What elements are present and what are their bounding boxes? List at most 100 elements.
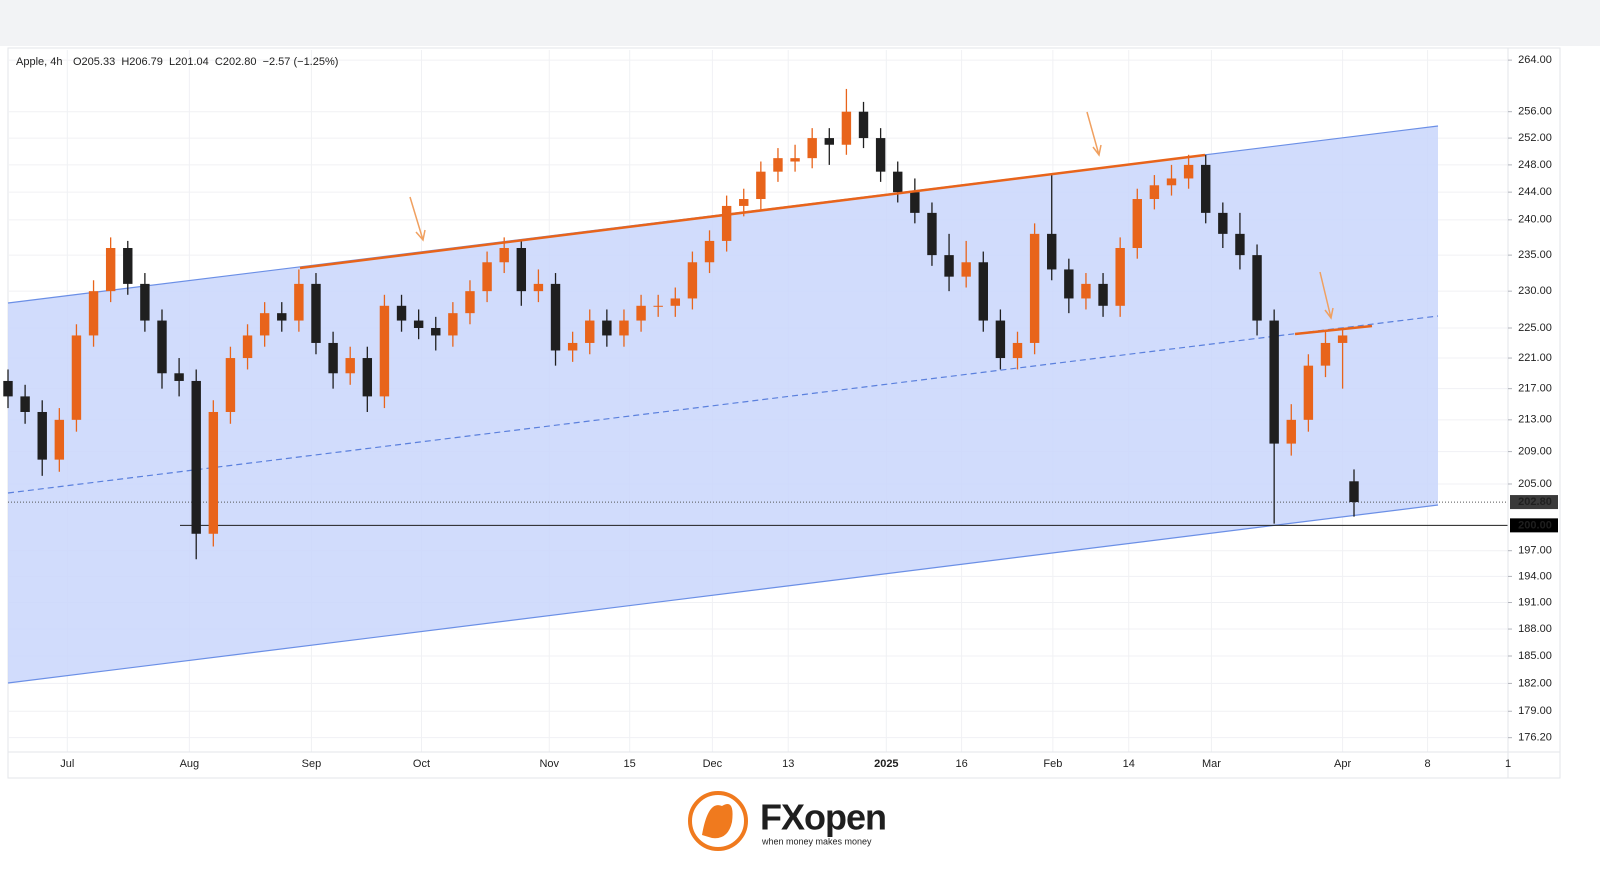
y-tick-label: 185.00 (1518, 650, 1552, 662)
x-tick-label: 15 (624, 758, 636, 770)
y-tick-label: 256.00 (1518, 106, 1552, 118)
x-tick-label: 13 (782, 758, 794, 770)
axes: 176.20 179.00 182.00 185.00 188.00 191.00 194.… (60, 54, 1558, 770)
x-tick-label: Aug (180, 758, 200, 770)
candle-body (550, 283, 561, 351)
candle-body (1286, 419, 1296, 444)
candle-body (1149, 185, 1160, 200)
arrows (409, 111, 1334, 320)
x-tick-label: Feb (1043, 758, 1062, 770)
y-tick-label: 244.00 (1518, 186, 1552, 198)
y-tick-label: 217.00 (1518, 383, 1552, 395)
x-tick-label: Oct (413, 758, 430, 770)
candle-body (1047, 233, 1057, 270)
candle-body (910, 192, 920, 213)
y-tick-label: 252.00 (1518, 132, 1552, 144)
y-tick-label: 213.00 (1518, 414, 1552, 426)
candle-body (1183, 164, 1194, 179)
candle-body (1235, 233, 1245, 256)
candle-body (1012, 342, 1023, 359)
chart-title: Apple, 4h (16, 56, 62, 68)
candle-body (995, 320, 1006, 359)
top-band (0, 0, 1600, 46)
candle-body (585, 320, 595, 343)
candle-body (1081, 283, 1091, 299)
candle-body (927, 212, 937, 256)
channel-lower (7, 504, 1439, 684)
candle-body (140, 283, 150, 321)
candle-body (653, 305, 663, 307)
x-tick-label: Dec (703, 758, 723, 770)
candle-body (790, 158, 800, 162)
candle-body (807, 138, 817, 159)
candle-body (431, 327, 441, 336)
price-label: 200.00 (1518, 519, 1552, 531)
candle-body (670, 298, 681, 306)
resistance-line (1294, 324, 1373, 336)
candle-body (88, 291, 99, 336)
candle-body (499, 248, 509, 263)
y-tick-label: 194.00 (1518, 570, 1552, 582)
candle-body (208, 411, 219, 534)
candle-body (858, 111, 869, 139)
candle-body (841, 111, 852, 145)
x-tick-label: Nov (539, 758, 559, 770)
price-label-box (1510, 495, 1558, 510)
candle-body (1269, 320, 1279, 444)
candle-body (1218, 212, 1228, 234)
candle-body (123, 248, 133, 284)
price-label-box (1510, 518, 1558, 533)
y-tick-label: 188.00 (1518, 623, 1552, 635)
y-tick-label: 264.00 (1518, 54, 1552, 66)
candle-body (1252, 255, 1262, 321)
candle-body (1064, 269, 1074, 299)
y-tick-label: 248.00 (1518, 159, 1552, 171)
arrow (409, 196, 426, 242)
candle-body (396, 305, 407, 321)
candle-body (328, 342, 338, 374)
candle-body (875, 138, 886, 172)
x-tick-label: 1 (1505, 758, 1511, 770)
candle-body (311, 283, 321, 343)
y-tick-label: 240.00 (1518, 214, 1552, 226)
arrow (1086, 111, 1102, 157)
candle-body (944, 255, 954, 277)
ohlc-readout: O205.33 H206.79 L201.04 C202.80 −2.57 (−… (73, 56, 338, 68)
candle-body (1029, 233, 1040, 343)
x-tick-label: 14 (1123, 758, 1135, 770)
y-tick-label: 197.00 (1518, 545, 1552, 557)
y-tick-label: 235.00 (1518, 249, 1552, 261)
logo-bull (702, 804, 733, 839)
x-tick-label: 2025 (874, 758, 898, 770)
candle-body (1303, 365, 1314, 420)
x-tick-label: Apr (1334, 758, 1351, 770)
y-tick-label: 191.00 (1518, 596, 1552, 608)
candle-body (157, 320, 167, 374)
x-tick-label: 8 (1425, 758, 1431, 770)
candle-body (1320, 342, 1331, 366)
candle-body (448, 313, 458, 336)
resistance-line (299, 153, 1206, 270)
candle-body (704, 240, 715, 263)
candle-body (824, 138, 834, 145)
candle-body (1098, 283, 1108, 306)
candle-body (602, 320, 612, 336)
x-tick-label: Mar (1202, 758, 1221, 770)
x-tick-label: Sep (302, 758, 322, 770)
price-label: 202.80 (1518, 496, 1552, 508)
candle-body (533, 283, 544, 292)
candle-body (482, 262, 492, 292)
candle-body (379, 305, 390, 397)
logo: FXopen when money makes money (688, 791, 887, 851)
candle-body (465, 291, 475, 314)
candle-body (619, 320, 629, 336)
candle-body (242, 335, 253, 359)
candle-body (1337, 335, 1348, 343)
candle-body (687, 262, 698, 299)
candle-body (362, 358, 373, 397)
candle-body (54, 419, 65, 460)
arrow (1319, 271, 1334, 320)
candle-body (1349, 481, 1359, 503)
y-tick-label: 176.20 (1518, 732, 1552, 744)
